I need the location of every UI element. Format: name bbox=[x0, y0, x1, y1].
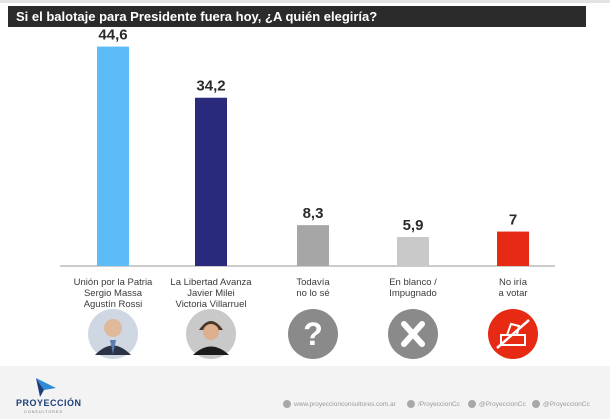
twitter-link[interactable]: @ProyeccionCc bbox=[468, 400, 526, 408]
website-link[interactable]: www.proyeccionconsultores.com.ar bbox=[283, 400, 396, 408]
web-icon bbox=[283, 400, 291, 408]
twitter-icon bbox=[468, 400, 476, 408]
category-label-0-2: Agustín Rossi bbox=[84, 299, 143, 310]
category-label-3-1: Impugnado bbox=[389, 288, 437, 299]
instagram-icon bbox=[532, 400, 540, 408]
x-mark-icon bbox=[388, 309, 438, 359]
category-label-1-2: Victoria Villarruel bbox=[176, 299, 247, 310]
data-label-2: 8,3 bbox=[303, 205, 324, 222]
category-label-3-0: En blanco / bbox=[389, 277, 437, 288]
twitter-text: @ProyeccionCc bbox=[479, 400, 526, 408]
footer: PROYECCIÓN CONSULTORES www.proyeccioncon… bbox=[0, 366, 610, 419]
brand-name: PROYECCIÓN bbox=[16, 398, 82, 408]
question-mark-icon: ? bbox=[288, 309, 338, 359]
bar-4 bbox=[497, 231, 529, 266]
instagram-text: @ProyeccionCc bbox=[543, 400, 590, 408]
data-label-0: 44,6 bbox=[98, 27, 127, 44]
instagram-link[interactable]: @ProyeccionCc bbox=[532, 400, 590, 408]
website-text: www.proyeccionconsultores.com.ar bbox=[294, 400, 396, 408]
bar-1 bbox=[195, 97, 227, 267]
data-label-3: 5,9 bbox=[403, 217, 424, 234]
top-divider bbox=[0, 0, 610, 3]
no-vote-icon bbox=[488, 309, 538, 359]
category-label-1-1: Javier Milei bbox=[187, 288, 235, 299]
svg-text:?: ? bbox=[303, 316, 323, 352]
bar-0 bbox=[97, 46, 129, 267]
category-label-1-0: La Libertad Avanza bbox=[170, 277, 252, 288]
category-label-4-0: No iría bbox=[499, 277, 528, 288]
proyeccion-logo-icon bbox=[36, 378, 56, 397]
category-label-2-0: Todavía bbox=[296, 277, 330, 288]
candidate-massa-photo bbox=[88, 309, 138, 359]
facebook-link[interactable]: /ProyeccionCc bbox=[407, 400, 460, 408]
category-label-0-1: Sergio Massa bbox=[84, 288, 143, 299]
data-label-4: 7 bbox=[509, 212, 517, 229]
facebook-icon bbox=[407, 400, 415, 408]
category-label-0-0: Unión por la Patria bbox=[74, 277, 153, 288]
category-label-2-1: no lo sé bbox=[296, 288, 329, 299]
brand-subtitle: CONSULTORES bbox=[24, 409, 63, 414]
bar-2 bbox=[297, 225, 329, 266]
facebook-text: /ProyeccionCc bbox=[418, 400, 460, 408]
chart-title: Si el balotaje para Presidente fuera hoy… bbox=[8, 6, 586, 27]
candidate-milei-photo bbox=[186, 309, 236, 359]
bar-3 bbox=[397, 236, 429, 266]
data-label-1: 34,2 bbox=[196, 78, 225, 95]
category-label-4-1: a votar bbox=[498, 288, 527, 299]
